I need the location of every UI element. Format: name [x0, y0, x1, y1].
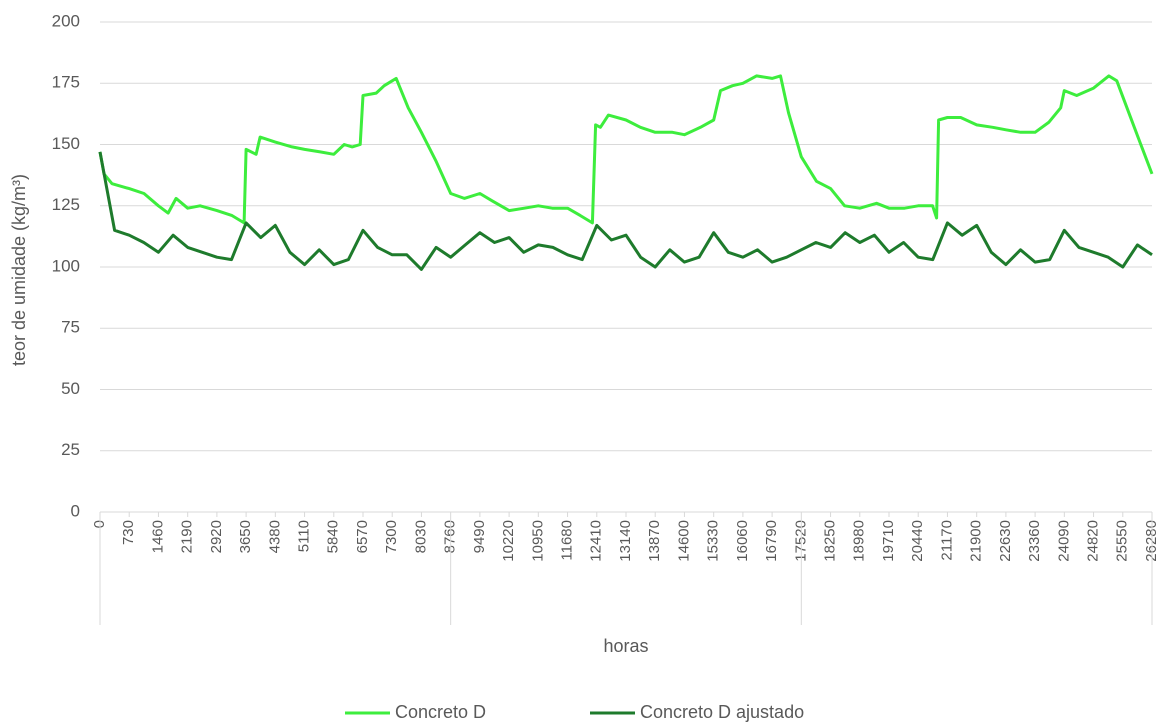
y-axis-label: teor de umidade (kg/m³) — [9, 174, 29, 366]
x-tick-label: 26280 — [1143, 520, 1160, 562]
x-tick-label: 730 — [120, 520, 137, 545]
legend-label: Concreto D — [395, 702, 486, 722]
x-tick-label: 15330 — [705, 520, 722, 562]
x-tick-label: 17520 — [792, 520, 809, 562]
x-tick-label: 23360 — [1026, 520, 1043, 562]
y-tick-label: 175 — [52, 73, 80, 92]
x-tick-label: 21170 — [938, 520, 955, 561]
x-tick-label: 2190 — [179, 520, 196, 553]
x-tick-label: 14600 — [675, 520, 692, 562]
legend-item: Concreto D ajustado — [590, 702, 804, 722]
x-tick-label: 19710 — [880, 520, 897, 562]
x-tick-label: 2920 — [208, 520, 225, 553]
x-tick-label: 10220 — [500, 520, 517, 562]
x-tick-label: 16060 — [734, 520, 751, 562]
x-tick-label: 11680 — [559, 520, 576, 561]
y-tick-label: 0 — [71, 501, 80, 520]
y-tick-label: 25 — [61, 440, 80, 459]
x-tick-label: 9490 — [471, 520, 488, 553]
legend-item: Concreto D — [345, 702, 486, 722]
x-tick-label: 25550 — [1114, 520, 1131, 562]
x-tick-label: 5110 — [296, 520, 313, 552]
y-tick-label: 150 — [52, 134, 80, 153]
x-tick-label: 12410 — [588, 520, 605, 562]
x-tick-label: 3650 — [237, 520, 254, 553]
series-line — [98, 74, 1154, 225]
x-tick-label: 4380 — [266, 520, 283, 553]
x-tick-label: 13870 — [646, 520, 663, 562]
x-tick-label: 1460 — [149, 520, 166, 553]
x-tick-label: 6570 — [354, 520, 371, 553]
x-tick-label: 24820 — [1085, 520, 1102, 562]
x-tick-label: 10950 — [529, 520, 546, 562]
x-tick-label: 5840 — [325, 520, 342, 553]
x-tick-label: 8760 — [442, 520, 459, 553]
y-tick-label: 100 — [52, 256, 80, 275]
x-tick-label: 16790 — [763, 520, 780, 562]
x-tick-label: 21900 — [968, 520, 985, 562]
x-axis-label: horas — [603, 636, 648, 656]
x-tick-label: 13140 — [617, 520, 634, 562]
y-tick-label: 75 — [61, 318, 80, 337]
series-line — [98, 151, 1153, 271]
legend-label: Concreto D ajustado — [640, 702, 804, 722]
x-tick-label: 20440 — [909, 520, 926, 562]
y-tick-label: 50 — [61, 379, 80, 398]
y-tick-label: 125 — [52, 195, 80, 214]
x-tick-label: 22630 — [997, 520, 1014, 562]
x-tick-label: 8030 — [412, 520, 429, 553]
x-tick-label: 7300 — [383, 520, 400, 553]
x-tick-label: 18250 — [822, 520, 839, 562]
x-tick-label: 24090 — [1055, 520, 1072, 562]
y-tick-label: 200 — [52, 11, 80, 30]
x-tick-label: 0 — [91, 520, 108, 528]
x-tick-label: 18980 — [851, 520, 868, 562]
